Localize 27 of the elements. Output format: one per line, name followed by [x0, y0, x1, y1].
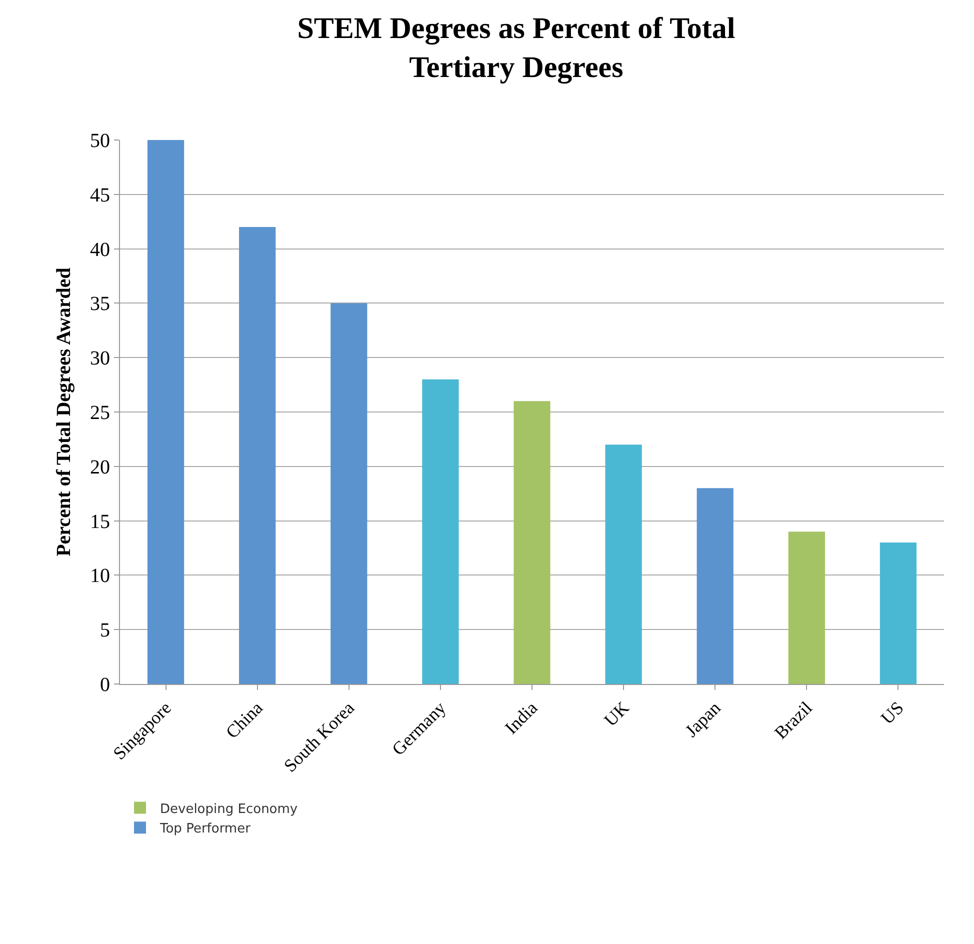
y-tick-label: 10 [90, 565, 110, 588]
x-tick-label: UK [600, 698, 633, 730]
y-tick-label: 50 [90, 130, 110, 152]
bar [605, 444, 642, 684]
y-axis-title: Percent of Total Degrees Awarded [53, 268, 75, 556]
legend-label: Top Performer [159, 822, 252, 837]
y-tick-label: 25 [90, 402, 110, 424]
x-tick-label: US [876, 698, 908, 728]
bar [880, 542, 917, 684]
x-tick-label: India [500, 698, 542, 738]
bar [514, 401, 550, 684]
bar [147, 140, 184, 684]
y-tick-label: 0 [100, 674, 110, 696]
bar [239, 227, 276, 684]
bar [696, 488, 734, 684]
y-tick-label: 20 [90, 456, 110, 478]
y-tick-label: 35 [90, 293, 110, 316]
y-tick-label: 30 [90, 348, 110, 370]
chart-title: STEM Degrees as Percent of Total Tertiary Degrees [297, 12, 736, 84]
y-tick-label: 40 [90, 238, 110, 261]
bar [422, 379, 459, 684]
y-tick-label: 45 [90, 184, 110, 206]
bar [788, 532, 825, 684]
bar [330, 303, 368, 684]
legend-label: Developing Economy [160, 802, 298, 817]
y-tick-label: 15 [90, 510, 110, 533]
y-tick-label: 5 [100, 620, 110, 642]
